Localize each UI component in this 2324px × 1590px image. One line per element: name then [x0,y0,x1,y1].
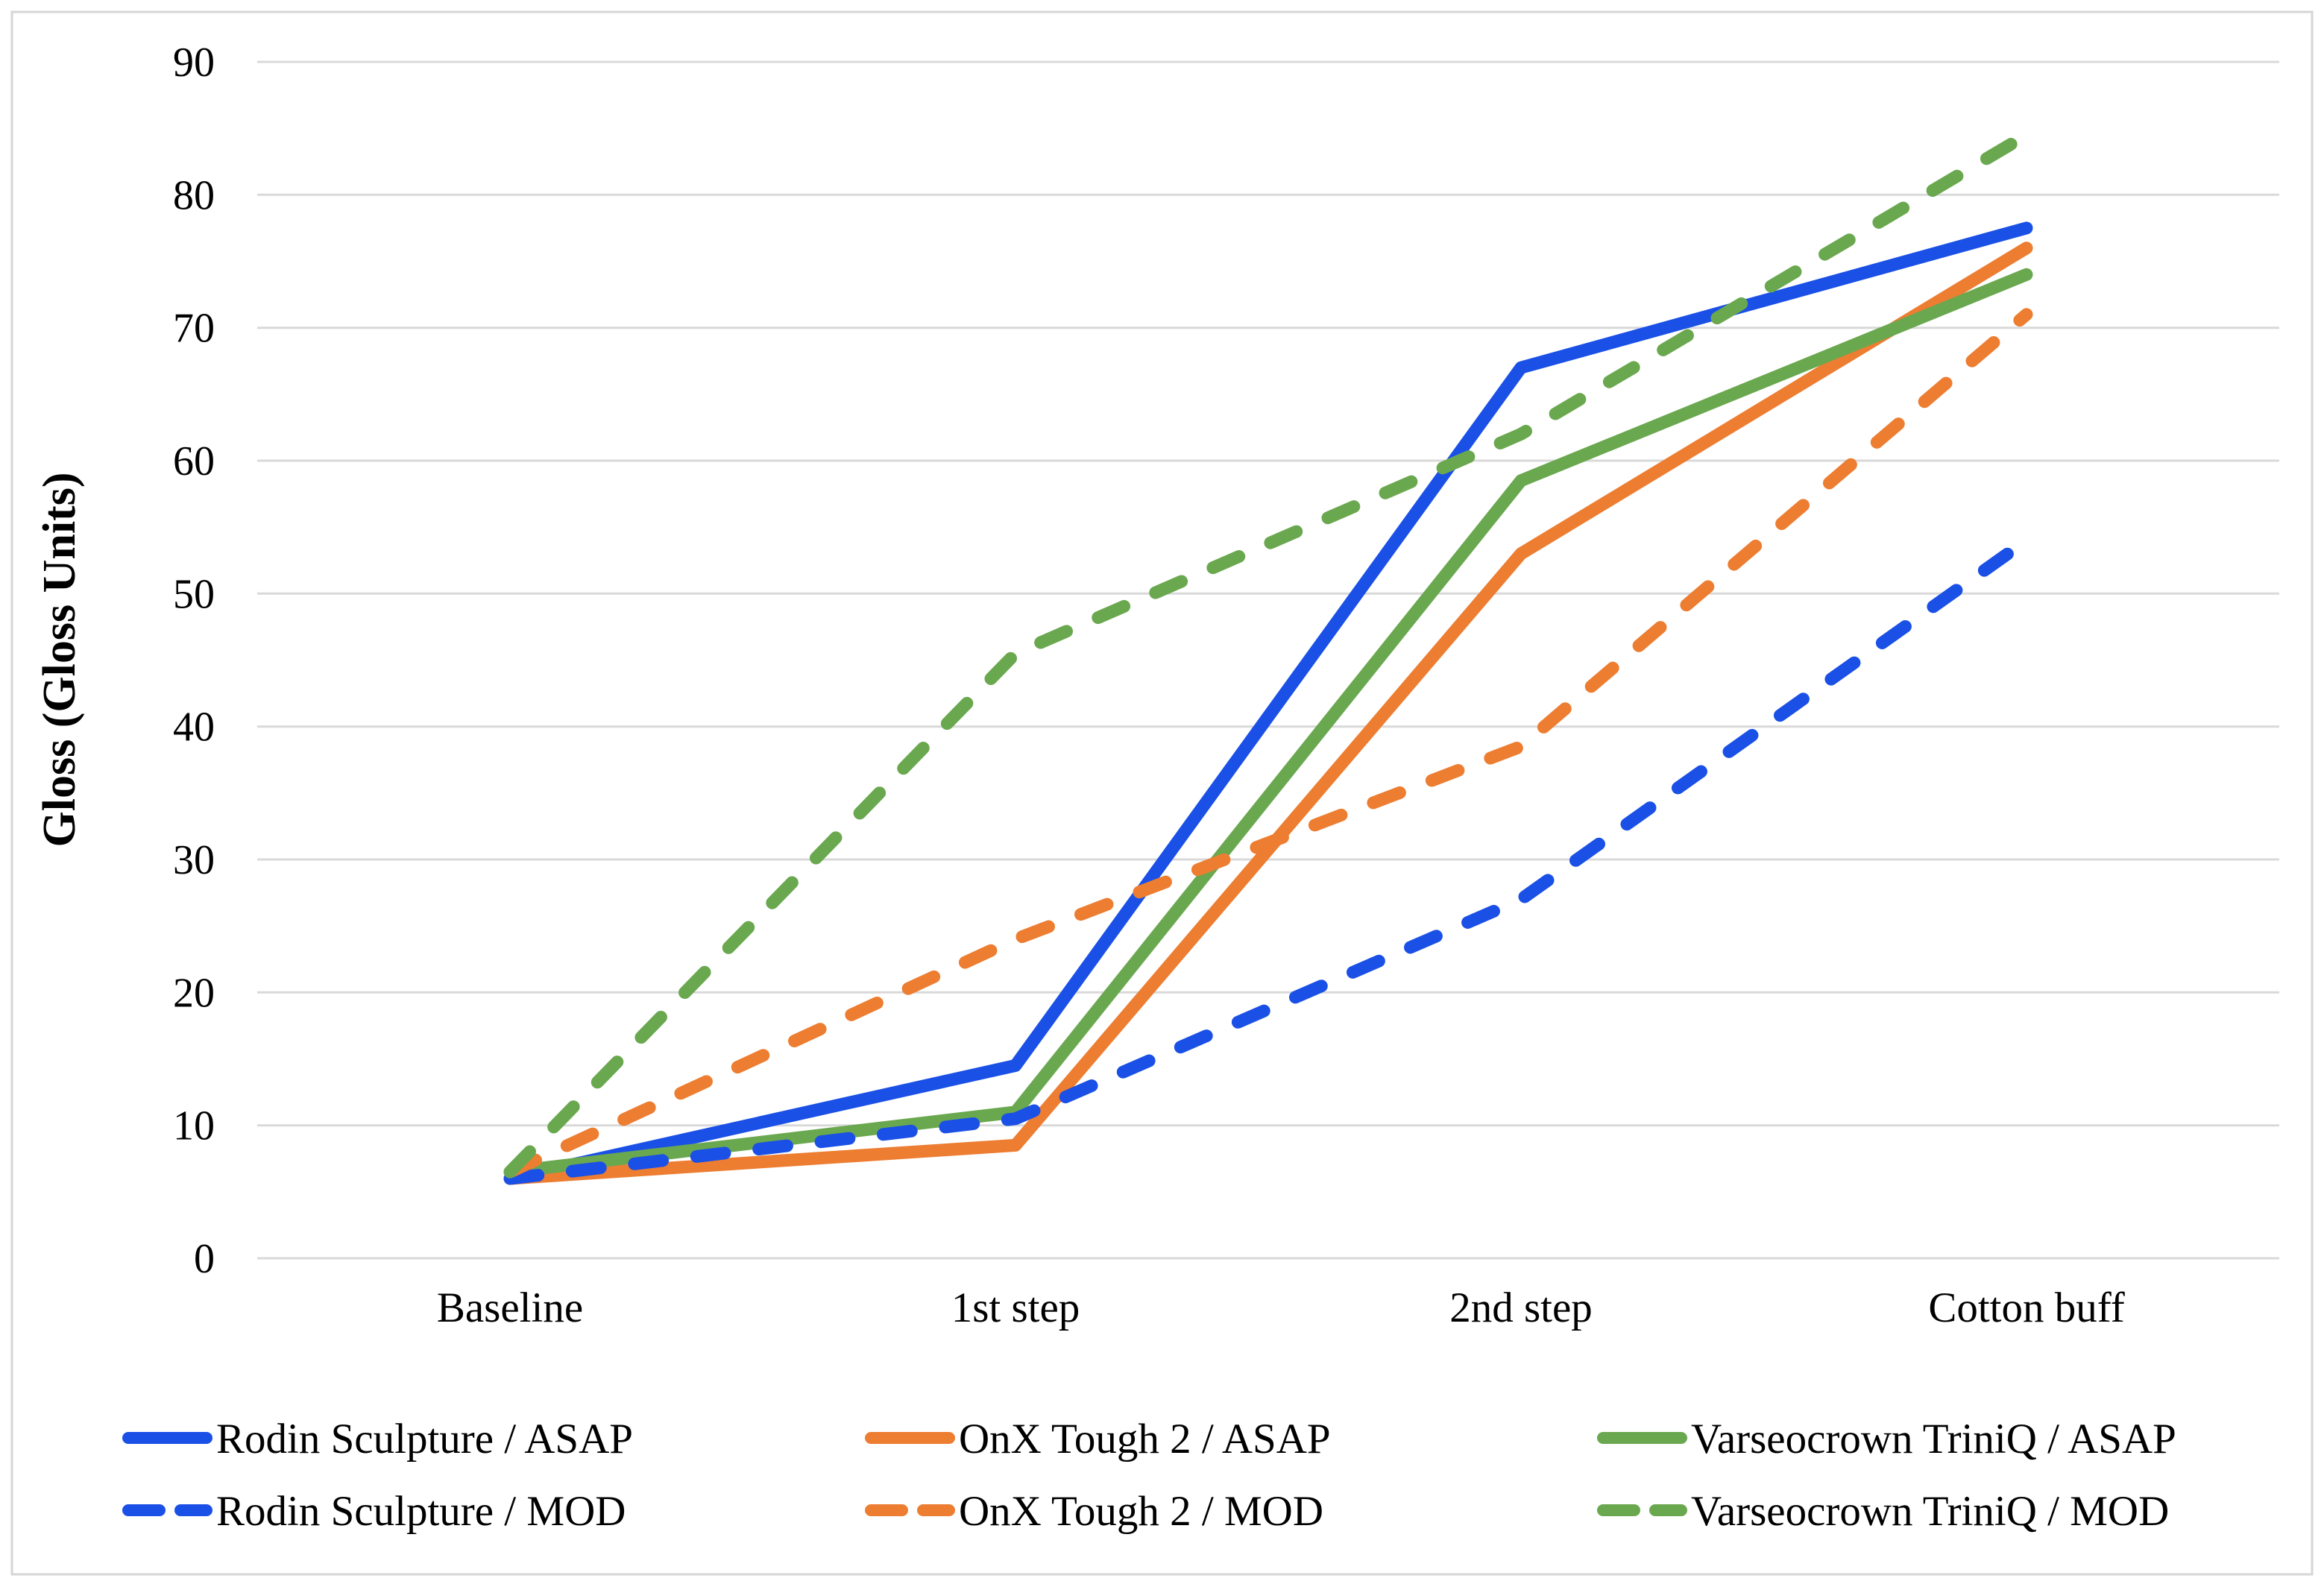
x-category-label: Cotton buff [1928,1284,2124,1331]
series-line-varseocrown-triniq-asap [503,268,2033,1179]
y-tick-label: 10 [173,1103,215,1149]
series-line-onx-tough-2-mod [503,308,2033,1179]
x-category-label: 2nd step [1449,1284,1593,1331]
series-line-rodin-sculpture-asap [503,221,2033,1185]
legend-label-rodin-sculpture-mod: Rodin Sculpture / MOD [216,1488,626,1535]
series-line-varseocrown-triniq-mod [503,128,2033,1179]
y-axis-tick-labels: 0 10 20 30 40 50 60 70 80 90 [173,40,215,1282]
y-tick-label: 30 [173,837,215,883]
legend-label-varseocrown-triniq-mod: Varseocrown TriniQ / MOD [1691,1488,2169,1535]
x-category-label: Baseline [437,1284,583,1331]
y-tick-label: 80 [173,172,215,218]
y-tick-label: 90 [173,40,215,86]
legend-label-onx-tough-2-mod: OnX Tough 2 / MOD [959,1488,1323,1535]
legend-label-varseocrown-triniq-asap: Varseocrown TriniQ / ASAP [1691,1416,2176,1463]
x-axis-category-labels: Baseline 1st step 2nd step Cotton buff [437,1284,2125,1331]
x-category-label: 1st step [951,1284,1080,1331]
gridlines [257,60,2279,1260]
series-lines [503,128,2033,1185]
y-tick-label: 40 [173,704,215,751]
legend: Rodin Sculpture / ASAP OnX Tough 2 / ASAP… [122,1416,2176,1535]
legend-label-rodin-sculpture-asap: Rodin Sculpture / ASAP [216,1416,633,1463]
y-tick-label: 70 [173,306,215,352]
legend-label-onx-tough-2-asap: OnX Tough 2 / ASAP [959,1416,1331,1463]
y-tick-label: 0 [194,1236,215,1282]
series-line-rodin-sculpture-mod [503,534,2033,1185]
figure-border [10,10,2314,1576]
y-axis-title: Gloss (Gloss Units) [34,473,85,848]
y-tick-label: 20 [173,970,215,1016]
y-tick-label: 50 [173,571,215,617]
y-tick-label: 60 [173,438,215,485]
